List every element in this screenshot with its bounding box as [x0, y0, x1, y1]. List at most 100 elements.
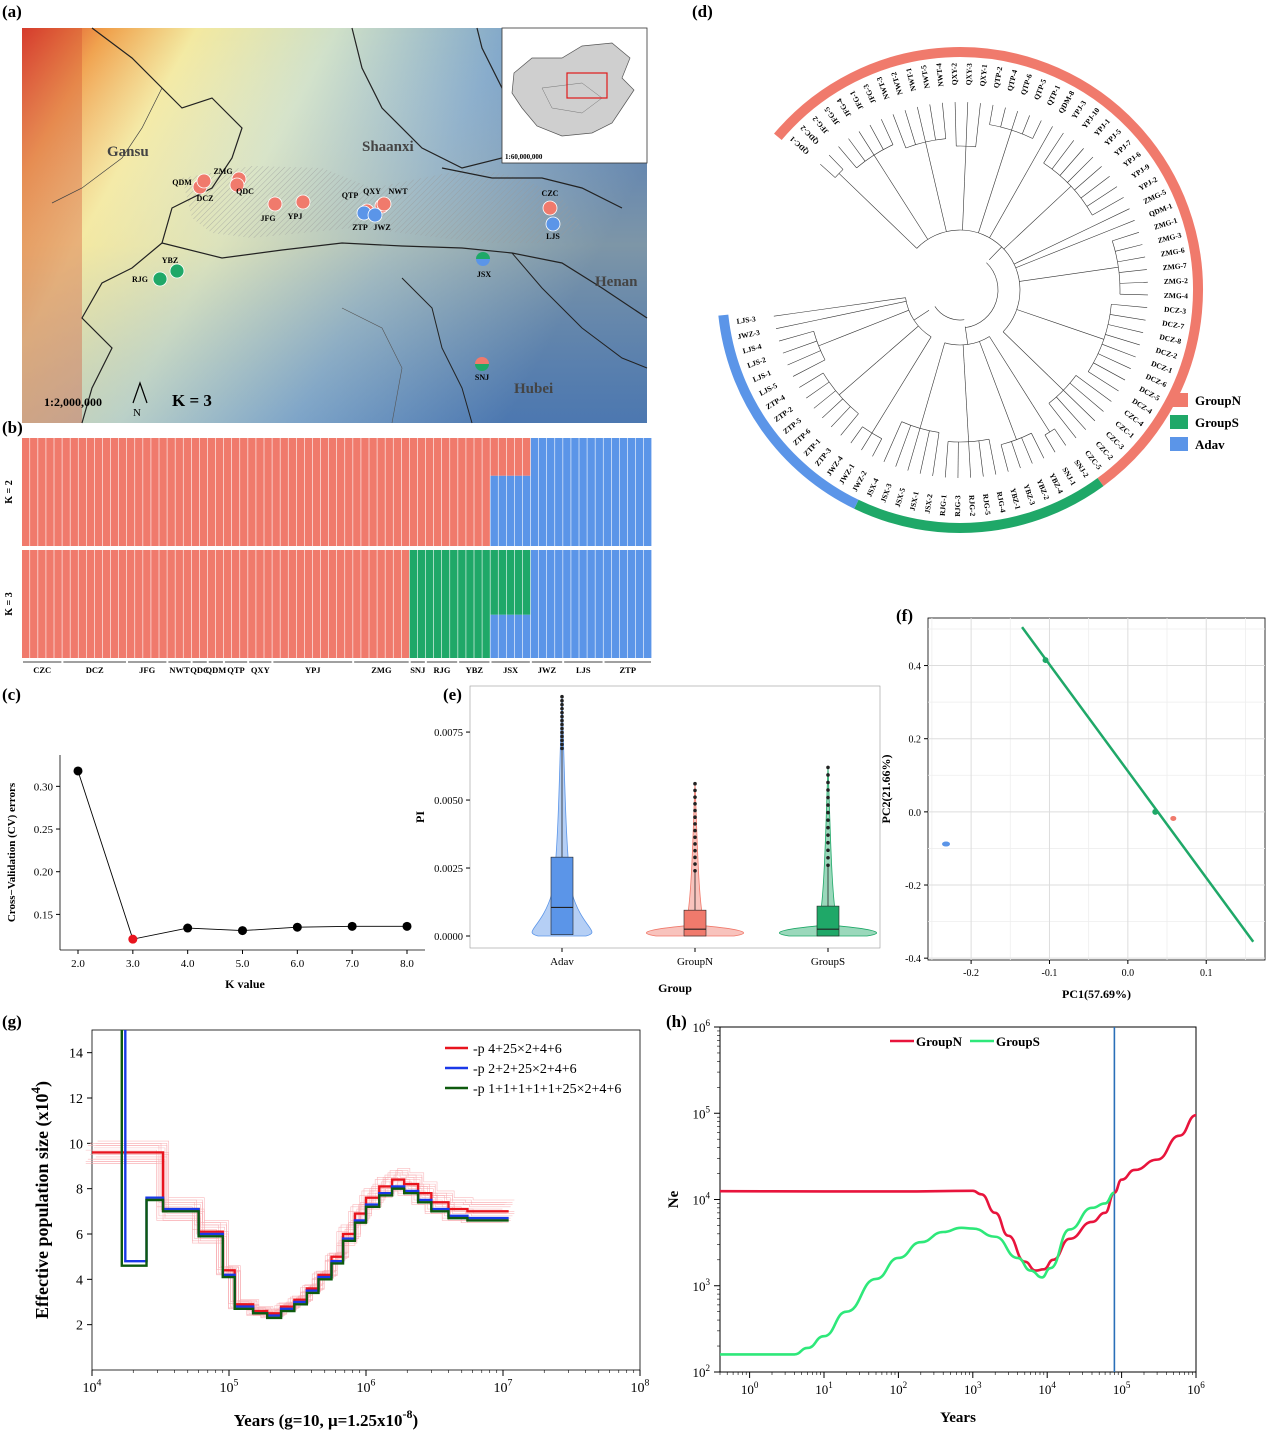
pi-box-groupn	[683, 909, 707, 937]
psmc-y-tick-label: 4	[76, 1273, 83, 1288]
tree-branch	[858, 131, 875, 156]
tree-branch	[1112, 232, 1140, 242]
pca-y-tick-label: -0.2	[905, 881, 921, 892]
tree-branch	[968, 441, 971, 478]
north-arrow: N	[132, 381, 148, 419]
tree-branch	[1038, 126, 1053, 151]
structure-bar-k2-ljs	[587, 438, 595, 546]
tree-branch	[1119, 269, 1147, 273]
structure-bar-k2-dcz	[78, 438, 87, 546]
structure-bar-k3-ztp	[619, 550, 628, 658]
site-label-snj: SNJ	[475, 373, 489, 382]
tree-branch	[1002, 331, 1049, 376]
tree-branch	[850, 426, 863, 444]
tree-branch	[1093, 362, 1126, 381]
structure-bar-k3-ljs	[563, 550, 571, 658]
pi-outlier	[560, 738, 564, 743]
structure-pop-label-dcz: DCZ	[86, 665, 104, 675]
pi-outlier	[693, 842, 697, 846]
structure-bar-k2-ypj	[320, 438, 329, 546]
structure-bar-k2-ypj	[337, 438, 345, 546]
tree-leaf-label: JWZ-3	[737, 328, 761, 341]
structure-pop-label-ybz: YBZ	[466, 665, 484, 675]
tree-branch	[811, 297, 906, 312]
tree-backbone-arc	[905, 297, 932, 338]
tree-clade-arc	[956, 145, 976, 148]
pi-outlier	[560, 730, 564, 735]
tree-branch	[1063, 325, 1104, 340]
psmc-y-tick-label: 6	[76, 1228, 83, 1243]
structure-bar-k2-zmg	[377, 438, 385, 546]
tree-branch	[925, 141, 939, 197]
structure-bar-k2-jwz	[555, 438, 563, 546]
psmc-chart: 104 105 106 107 108 2 4 6 8 10 12 14 -p 4+25×2+4+6 -p…	[28, 1029, 650, 1430]
tree-ring-a	[718, 314, 859, 509]
tree-clade-arc	[1087, 304, 1112, 372]
pi-outlier	[560, 742, 564, 747]
structure-bar-k2-zmg	[401, 438, 410, 546]
pca-y-label: PC2(21.66%)	[879, 755, 893, 824]
structure-bar-k2-rjg	[450, 438, 458, 546]
structure-pop-label-czc: CZC	[33, 665, 51, 675]
structure-bar-k2-zmg	[353, 438, 361, 546]
cv-x-tick-label: 5.0	[236, 958, 250, 970]
panel-label-f: (f)	[896, 606, 913, 625]
structure-bar-k3-rjg	[425, 550, 434, 658]
tree-branch	[1105, 334, 1140, 346]
structure-bar-k3-qtp	[240, 550, 248, 658]
tree-branch	[828, 154, 844, 170]
cv-point-k6	[292, 922, 302, 932]
tree-branch	[1088, 371, 1119, 392]
pca-groupS-point	[1152, 808, 1159, 815]
tree-branch	[830, 406, 851, 428]
pi-x-tick-label-adav: Adav	[550, 956, 574, 968]
structure-bar-k3-qdm	[215, 550, 224, 658]
structure-bar-k3-ztp	[603, 550, 612, 658]
pca-y-tick-label: 0.0	[909, 808, 922, 819]
inset-scale: 1:60,000,000	[505, 153, 543, 161]
tree-branch	[1109, 314, 1146, 321]
structure-bar-k3-zmg	[401, 550, 410, 658]
tree-leaf-label: JSX-2	[923, 493, 935, 514]
tree-branch	[936, 342, 946, 372]
cv-y-tick-label: 0.20	[34, 867, 54, 879]
site-label-dcz: DCZ	[197, 194, 214, 203]
ne-x-tick-label: 102	[890, 1380, 908, 1397]
pi-outlier	[826, 780, 830, 785]
tree-branch	[964, 326, 969, 345]
psmc-bootstrap-line	[93, 1158, 511, 1317]
pi-outlier	[693, 862, 697, 866]
structure-bar-k3-nwt	[175, 550, 183, 658]
tree-branch	[861, 432, 873, 451]
tree-branch	[1000, 444, 1009, 472]
site-label-jwz: JWZ	[373, 223, 390, 232]
pca-x-tick-label: -0.1	[1042, 968, 1058, 979]
cv-y-label: Cross−Validation (CV) errors	[6, 782, 18, 922]
map-k-label: K = 3	[172, 391, 212, 410]
tree-branch	[1037, 227, 1117, 260]
structure-pop-label-qxy: QXY	[251, 665, 270, 675]
pi-outlier	[693, 815, 697, 819]
structure-bar-k2-nwt	[183, 438, 192, 546]
pi-x-label: Group	[658, 981, 692, 995]
psmc-x-tick-label: 107	[494, 1378, 513, 1396]
phylogenetic-tree: QDC-1QDC-2JFG-2JFG-5JFG-4JFG-1JFG-3NWT-3…	[718, 47, 1242, 533]
tree-leaf-label: ZMG-1	[1153, 216, 1179, 232]
province-label-henan: Henan	[595, 274, 638, 290]
cv-point-k8	[402, 921, 412, 931]
pi-outlier	[826, 863, 830, 868]
tree-branch	[840, 413, 859, 436]
pi-outlier	[560, 702, 564, 707]
tree-branch	[1016, 309, 1065, 326]
structure-bar-k2-rjg	[433, 438, 442, 546]
structure-bar-k2-zmg	[369, 438, 377, 546]
tree-branch	[907, 428, 921, 471]
tree-branch	[818, 335, 845, 347]
structure-pop-label-ljs: LJS	[576, 665, 591, 675]
structure-bar-k2-ljs	[579, 438, 587, 546]
psmc-y-tick-label: 8	[76, 1183, 83, 1198]
structure-bar-k2-qdc	[199, 438, 208, 546]
pi-x-tick-label-groupn: GroupN	[677, 956, 713, 968]
map-scale: 1:2,000,000	[44, 395, 102, 409]
structure-bar-k2-qtp	[232, 438, 240, 546]
